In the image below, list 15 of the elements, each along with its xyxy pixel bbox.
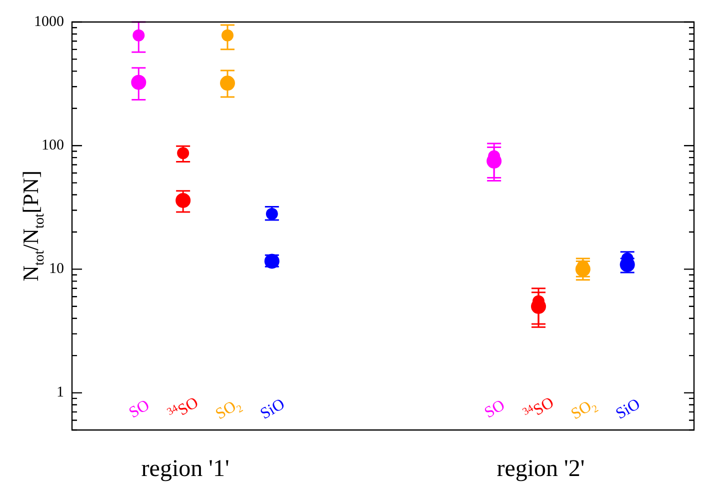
y-tick-label: 1 [56,384,64,401]
text: region '2' [496,456,585,482]
y-tick-label: 100 [42,138,64,154]
x-tick-label: SO2 [568,398,601,424]
x-tick-label: 34SO [166,394,202,420]
x-tick-label: 34SO [520,394,557,420]
text: region '1' [141,456,230,482]
x-tick-label: SiO [258,396,288,423]
y-axis-title: Ntot/Ntot[PN] [18,170,48,282]
y-tick-label: 1000 [34,14,64,30]
x-tick-label: SO2 [212,398,246,424]
y-tick-label: 10 [49,261,64,278]
x-tick-label: SO [482,396,508,422]
x-tick-label: SiO [613,396,644,423]
x-tick-label: SO [126,396,152,422]
